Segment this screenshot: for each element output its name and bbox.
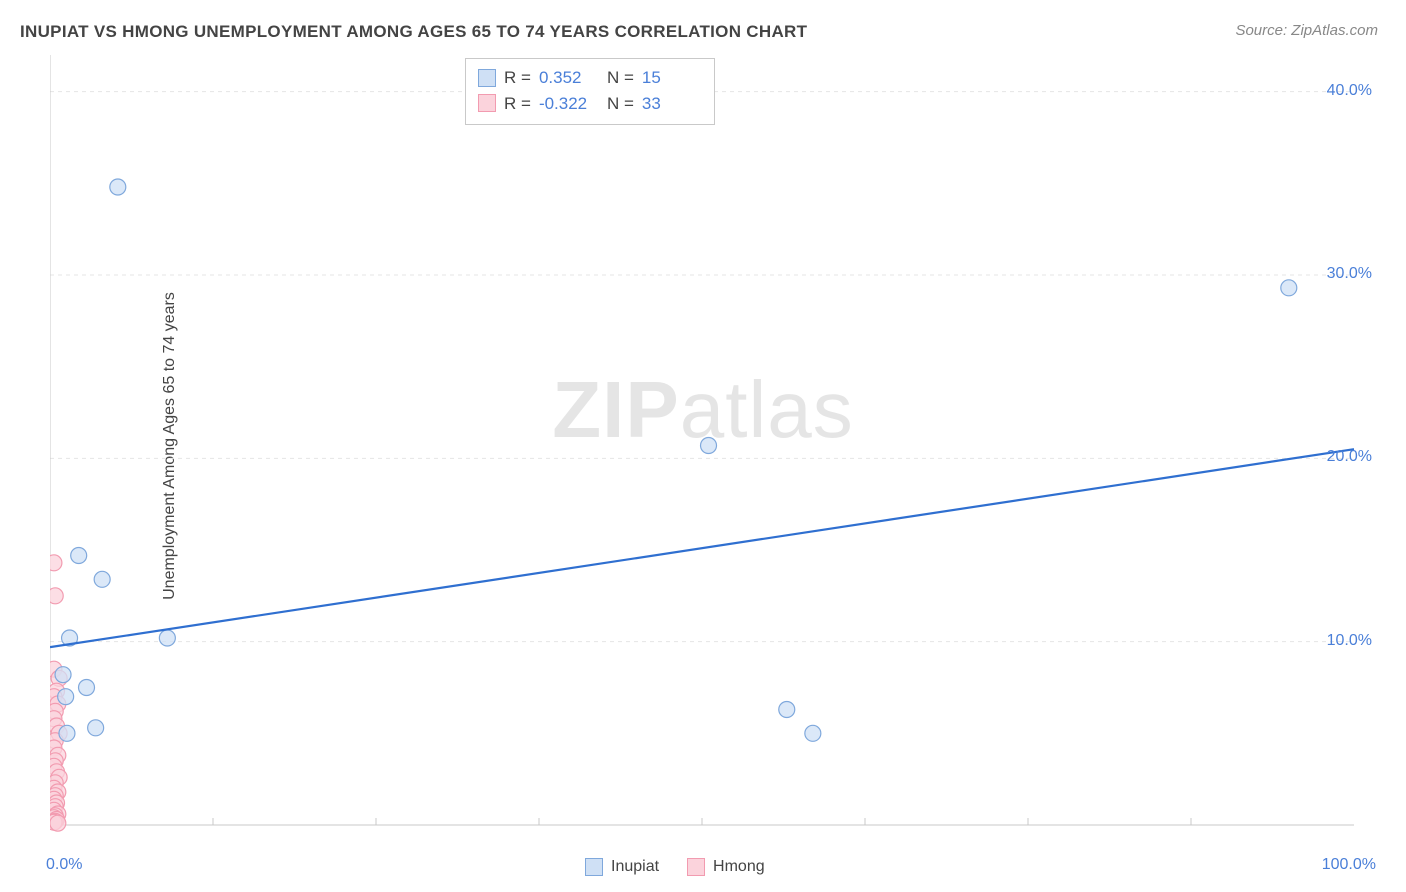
n-value-hmong: 33 xyxy=(642,91,702,117)
chart-title: INUPIAT VS HMONG UNEMPLOYMENT AMONG AGES… xyxy=(20,22,807,42)
legend-label-hmong: Hmong xyxy=(713,858,765,876)
n-value-inupiat: 15 xyxy=(642,65,702,91)
r-value-hmong: -0.322 xyxy=(539,91,599,117)
n-label: N = xyxy=(607,65,634,91)
y-tick-label: 20.0% xyxy=(1327,448,1372,466)
legend-label-inupiat: Inupiat xyxy=(611,858,659,876)
r-value-inupiat: 0.352 xyxy=(539,65,599,91)
x-tick-max: 100.0% xyxy=(1322,856,1376,874)
stats-row-hmong: R = -0.322 N = 33 xyxy=(478,91,702,117)
bottom-legend: Inupiat Hmong xyxy=(585,858,765,876)
y-tick-label: 10.0% xyxy=(1327,632,1372,650)
scatter-svg xyxy=(50,55,1360,835)
correlation-stats-box: R = 0.352 N = 15 R = -0.322 N = 33 xyxy=(465,58,715,125)
legend-item-inupiat: Inupiat xyxy=(585,858,659,876)
n-label: N = xyxy=(607,91,634,117)
legend-swatch-hmong xyxy=(687,858,705,876)
r-label: R = xyxy=(504,91,531,117)
y-tick-label: 40.0% xyxy=(1327,82,1372,100)
legend-item-hmong: Hmong xyxy=(687,858,765,876)
swatch-inupiat xyxy=(478,69,496,87)
source-attribution: Source: ZipAtlas.com xyxy=(1235,22,1378,39)
swatch-hmong xyxy=(478,94,496,112)
stats-row-inupiat: R = 0.352 N = 15 xyxy=(478,65,702,91)
plot-area xyxy=(50,55,1360,835)
r-label: R = xyxy=(504,65,531,91)
x-tick-min: 0.0% xyxy=(46,856,82,874)
y-tick-label: 30.0% xyxy=(1327,265,1372,283)
legend-swatch-inupiat xyxy=(585,858,603,876)
